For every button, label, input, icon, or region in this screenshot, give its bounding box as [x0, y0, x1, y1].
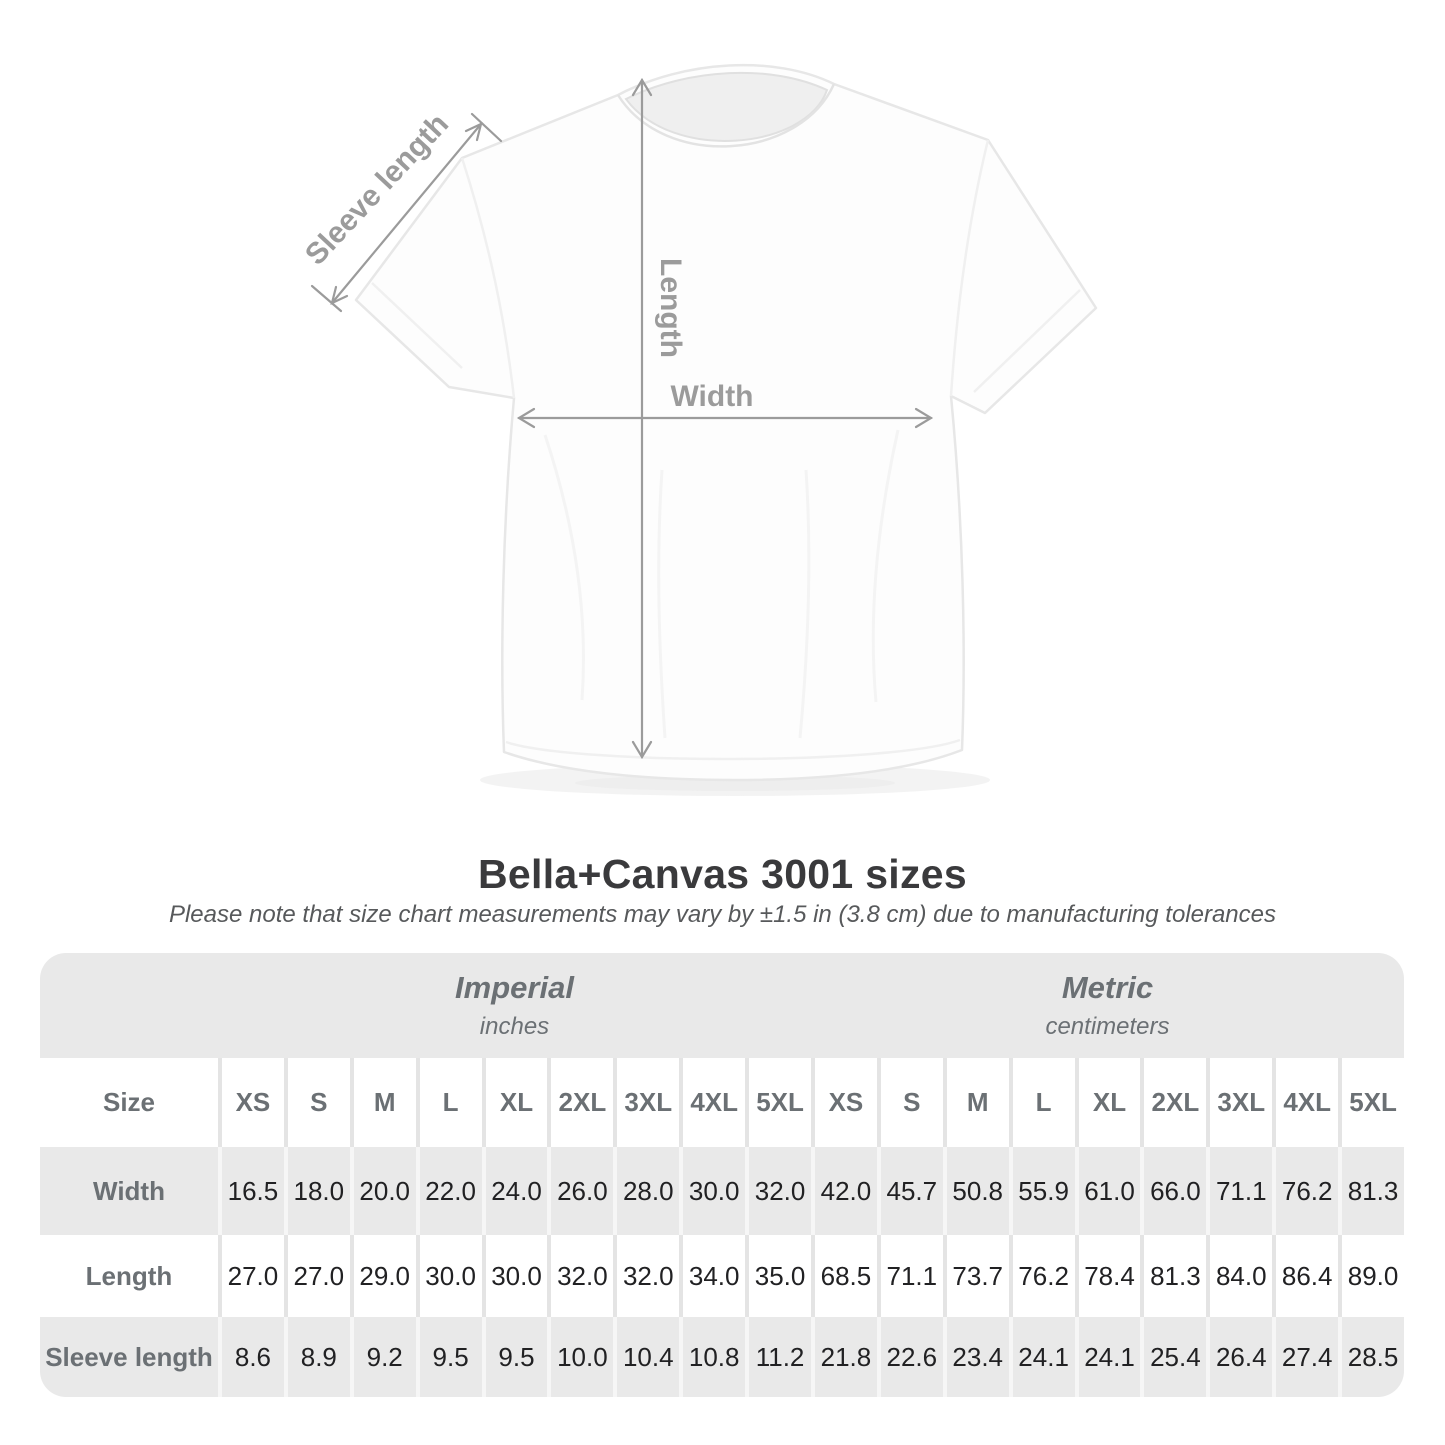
size-header: M — [349, 1058, 416, 1147]
value-cell: 71.1 — [1206, 1147, 1273, 1235]
size-header: XL — [481, 1058, 548, 1147]
value-cell: 9.5 — [481, 1317, 548, 1397]
value-cell: 30.0 — [679, 1147, 746, 1235]
value-cell: 8.6 — [218, 1317, 284, 1397]
collar-opening — [624, 71, 829, 142]
value-cell: 71.1 — [876, 1235, 943, 1317]
value-cell: 89.0 — [1338, 1235, 1404, 1317]
sleeve-length-arrow — [310, 112, 503, 313]
collar-rib — [616, 83, 836, 148]
value-cell: 10.0 — [547, 1317, 614, 1397]
value-cell: 84.0 — [1206, 1235, 1273, 1317]
width-arrow — [516, 407, 934, 429]
size-header: S — [876, 1058, 943, 1147]
value-cell: 16.5 — [218, 1147, 284, 1235]
width-label: Width — [670, 380, 753, 413]
size-header: L — [415, 1058, 482, 1147]
value-cell: 35.0 — [745, 1235, 811, 1317]
value-cell: 10.4 — [613, 1317, 680, 1397]
size-header: 5XL — [1338, 1058, 1404, 1147]
value-cell: 10.8 — [679, 1317, 746, 1397]
value-cell: 8.9 — [283, 1317, 350, 1397]
shirt-creases — [543, 429, 900, 739]
size-header: S — [283, 1058, 350, 1147]
value-cell: 28.5 — [1338, 1317, 1404, 1397]
value-cell: 22.0 — [415, 1147, 482, 1235]
metric-unit: centimeters — [1045, 1013, 1170, 1040]
value-cell: 9.2 — [349, 1317, 416, 1397]
value-cell: 55.9 — [1008, 1147, 1075, 1235]
row-label: Sleeve length — [40, 1317, 218, 1397]
value-cell: 27.4 — [1272, 1317, 1339, 1397]
metric-group-header: Metric centimeters — [810, 953, 1404, 1058]
size-header: XS — [810, 1058, 877, 1147]
row-label: Length — [40, 1235, 218, 1317]
value-cell: 27.0 — [283, 1235, 350, 1317]
value-cell: 78.4 — [1074, 1235, 1141, 1317]
value-cell: 73.7 — [942, 1235, 1009, 1317]
value-cell: 27.0 — [218, 1235, 284, 1317]
value-cell: 81.3 — [1338, 1147, 1404, 1235]
size-header: 2XL — [547, 1058, 614, 1147]
value-cell: 68.5 — [810, 1235, 877, 1317]
imperial-group-header: Imperial inches — [218, 953, 811, 1058]
value-cell: 24.0 — [481, 1147, 548, 1235]
imperial-unit: inches — [479, 1013, 550, 1040]
value-cell: 30.0 — [415, 1235, 482, 1317]
length-label: Length — [654, 258, 687, 358]
size-header: 2XL — [1140, 1058, 1207, 1147]
value-cell: 32.0 — [745, 1147, 811, 1235]
size-header: 3XL — [1206, 1058, 1273, 1147]
value-cell: 26.4 — [1206, 1317, 1273, 1397]
row-label: Width — [40, 1147, 218, 1235]
size-column-header: Size — [40, 1058, 218, 1147]
value-cell: 76.2 — [1008, 1235, 1075, 1317]
value-cell: 86.4 — [1272, 1235, 1339, 1317]
value-cell: 32.0 — [613, 1235, 680, 1317]
value-cell: 45.7 — [876, 1147, 943, 1235]
value-cell: 9.5 — [415, 1317, 482, 1397]
size-header: XS — [218, 1058, 284, 1147]
metric-title: Metric — [1061, 970, 1154, 1005]
page-title: Bella+Canvas 3001 sizes — [478, 851, 967, 897]
value-cell: 34.0 — [679, 1235, 746, 1317]
value-cell: 81.3 — [1140, 1235, 1207, 1317]
value-cell: 28.0 — [613, 1147, 680, 1235]
value-cell: 42.0 — [810, 1147, 877, 1235]
imperial-title: Imperial — [455, 970, 574, 1005]
value-cell: 23.4 — [942, 1317, 1009, 1397]
shirt-seams — [371, 139, 1081, 761]
value-cell: 76.2 — [1272, 1147, 1339, 1235]
tshirt-measurement-diagram: Sleeve length Length Width — [299, 63, 1098, 796]
value-cell: 22.6 — [876, 1317, 943, 1397]
size-header: M — [942, 1058, 1009, 1147]
value-cell: 21.8 — [810, 1317, 877, 1397]
tshirt-outline — [354, 63, 1098, 782]
value-cell: 50.8 — [942, 1147, 1009, 1235]
value-cell: 32.0 — [547, 1235, 614, 1317]
size-header: 4XL — [1272, 1058, 1339, 1147]
value-cell: 24.1 — [1074, 1317, 1141, 1397]
tolerance-note: Please note that size chart measurements… — [168, 901, 1277, 928]
band-corner — [40, 953, 218, 1058]
value-cell: 25.4 — [1140, 1317, 1207, 1397]
value-cell: 29.0 — [349, 1235, 416, 1317]
size-header: L — [1008, 1058, 1075, 1147]
size-header: 5XL — [745, 1058, 811, 1147]
value-cell: 66.0 — [1140, 1147, 1207, 1235]
size-header: 3XL — [613, 1058, 680, 1147]
value-cell: 18.0 — [283, 1147, 350, 1235]
value-cell: 30.0 — [481, 1235, 548, 1317]
size-header: 4XL — [679, 1058, 746, 1147]
size-header: XL — [1074, 1058, 1141, 1147]
value-cell: 11.2 — [745, 1317, 811, 1397]
size-chart-table: Imperial inches Metric centimeters Size X… — [40, 953, 1404, 1397]
value-cell: 20.0 — [349, 1147, 416, 1235]
value-cell: 26.0 — [547, 1147, 614, 1235]
value-cell: 24.1 — [1008, 1317, 1075, 1397]
value-cell: 61.0 — [1074, 1147, 1141, 1235]
